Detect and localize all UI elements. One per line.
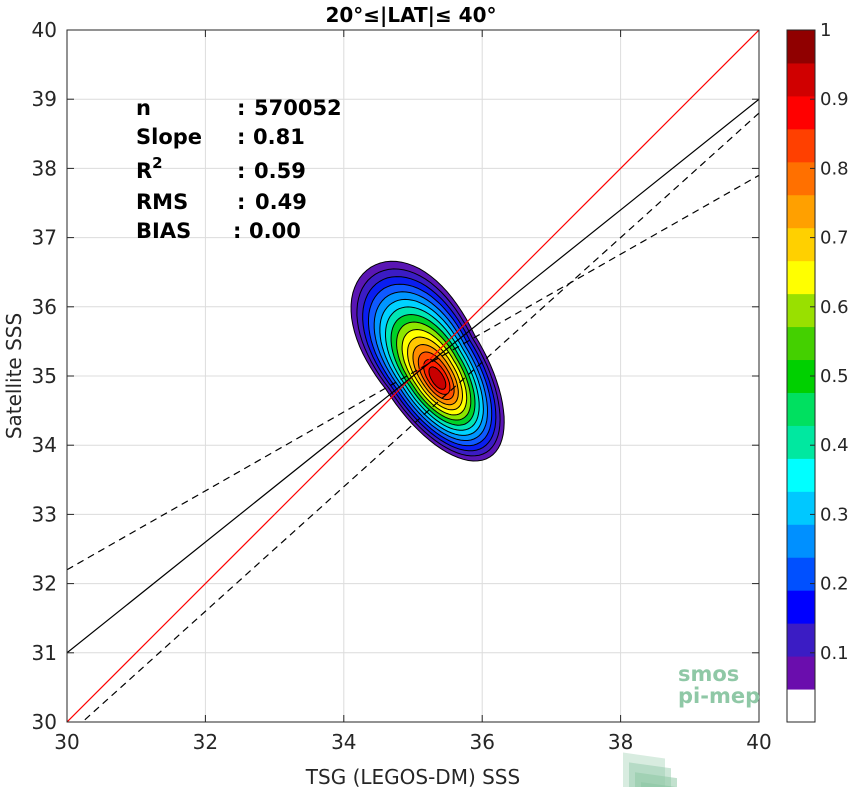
colorbar-segment <box>787 392 815 426</box>
stat-value: 0.00 <box>249 219 301 243</box>
colorbar-tick-label: 0.6 <box>820 297 849 318</box>
colorbar-segment <box>787 128 815 163</box>
colorbar-segment <box>787 293 815 328</box>
colorbar-segment <box>787 557 815 591</box>
y-tick-label: 37 <box>32 226 57 250</box>
y-tick-label: 39 <box>32 87 57 111</box>
stat-separator: : <box>237 190 245 214</box>
colorbar-tick-label: 0.5 <box>820 366 849 387</box>
plot-area: 30 32 34 36 38 40 30 31 32 33 34 35 36 37 38 39 40 TSG (L… <box>2 3 772 787</box>
x-axis-label: TSG (LEGOS-DM) SSS <box>305 765 520 787</box>
x-tick-label: 38 <box>608 730 633 754</box>
y-tick-label: 30 <box>32 710 57 734</box>
stat-separator: : <box>237 96 245 120</box>
colorbar-segment <box>787 194 815 229</box>
colorbar-tick-label: 1 <box>820 20 831 41</box>
stat-value: 0.59 <box>254 159 306 183</box>
colorbar-segment <box>787 656 815 690</box>
x-tick-label: 40 <box>746 730 771 754</box>
y-tick-label: 36 <box>32 295 57 319</box>
y-tick-label: 35 <box>32 364 57 388</box>
stat-value: 0.49 <box>255 190 307 214</box>
y-tick-label: 34 <box>32 433 57 457</box>
stat-separator: : <box>237 125 245 149</box>
stat-label-superscript: 2 <box>152 154 162 172</box>
stat-label-rms: RMS <box>136 190 188 214</box>
x-tick-label: 32 <box>193 730 218 754</box>
statistics-block: n:570052Slope:0.81R2:0.59RMS:0.49BIAS:0.… <box>136 96 342 243</box>
chart-title: 20°≤|LAT|≤ 40° <box>325 3 496 27</box>
watermark-line2: pi-mep <box>678 684 760 708</box>
upper-confidence-line <box>67 174 759 571</box>
colorbar-segment <box>787 689 815 723</box>
stat-label-slope: Slope <box>136 125 202 149</box>
stat-separator: : <box>237 159 245 183</box>
colorbar-tick-label: 0.8 <box>820 158 849 179</box>
y-tick-label: 38 <box>32 156 57 180</box>
colorbar-tick-label: 0.9 <box>820 89 849 110</box>
y-tick-label: 40 <box>32 18 57 42</box>
x-tick-label: 30 <box>54 730 79 754</box>
y-axis-label: Satellite SSS <box>2 313 26 439</box>
colorbar-segment <box>787 95 815 130</box>
grid <box>66 29 760 723</box>
watermark-logo-layer <box>635 772 677 787</box>
reference-lines <box>67 30 759 722</box>
x-tick-label: 34 <box>331 730 356 754</box>
stat-label-n: n <box>136 96 151 120</box>
colorbar-segment <box>787 227 815 262</box>
colorbar-tick-label: 0.7 <box>820 228 849 249</box>
colorbar-segment <box>787 326 815 361</box>
colorbar-segment <box>787 161 815 196</box>
colorbar-segment <box>787 623 815 657</box>
x-tick-label: 36 <box>469 730 494 754</box>
colorbar-segment <box>787 425 815 459</box>
colorbar-segment <box>787 458 815 492</box>
colorbar-segment <box>787 260 815 295</box>
colorbar-segment <box>787 62 815 97</box>
colorbar-tick-label: 0.1 <box>820 643 849 664</box>
y-tick-label: 32 <box>32 572 57 596</box>
stat-label-bias: BIAS <box>136 219 191 243</box>
stat-separator: : <box>233 219 241 243</box>
y-tick-label: 33 <box>32 502 57 526</box>
colorbar-segment <box>787 30 815 64</box>
colorbar: 0.1 0.2 0.3 0.4 0.5 0.6 0.7 0.8 0.9 1 <box>786 20 849 723</box>
ticks: 30 32 34 36 38 40 30 31 32 33 34 35 36 37 38 39 40 <box>32 18 772 754</box>
y-tick-label: 31 <box>32 641 57 665</box>
colorbar-segment <box>787 524 815 558</box>
stat-value: 570052 <box>254 96 342 120</box>
watermark-line1: smos <box>678 662 739 686</box>
colorbar-segment <box>787 590 815 624</box>
colorbar-segment <box>787 491 815 525</box>
regression-line <box>67 98 759 654</box>
colorbar-tick-label: 0.2 <box>820 574 849 595</box>
stat-value: 0.81 <box>253 125 305 149</box>
colorbar-tick-label: 0.4 <box>820 435 849 456</box>
density-contour-level <box>428 366 447 390</box>
colorbar-tick-label: 0.3 <box>820 504 849 525</box>
